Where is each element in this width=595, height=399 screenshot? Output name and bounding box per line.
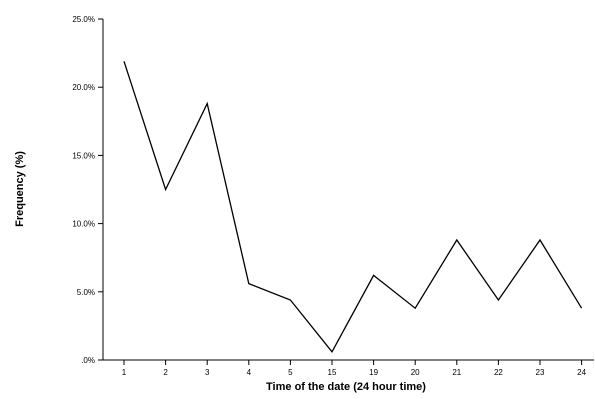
- x-tick-label: 19: [369, 368, 378, 377]
- x-tick-label: 20: [411, 368, 420, 377]
- y-tick-label: .0%: [81, 356, 95, 365]
- y-tick-label: 25.0%: [72, 15, 95, 24]
- y-tick-label: 5.0%: [77, 288, 95, 297]
- y-tick-label: 15.0%: [72, 151, 95, 160]
- x-axis-ticks: 1 2 3 4 5 15 19 20 21 22 23 24: [122, 360, 587, 377]
- x-tick-label: 1: [122, 368, 127, 377]
- x-tick-label: 23: [536, 368, 545, 377]
- x-tick-label: 3: [205, 368, 210, 377]
- y-axis-label: Frequency (%): [14, 151, 26, 227]
- x-tick-label: 5: [288, 368, 293, 377]
- series-line: [123, 61, 583, 353]
- x-tick-label: 4: [247, 368, 252, 377]
- x-tick-label: 2: [163, 368, 168, 377]
- x-tick-label: 24: [577, 368, 586, 377]
- y-axis-ticks: .0% 5.0% 10.0% 15.0% 20.0% 25.0%: [72, 15, 103, 365]
- y-tick-label: 10.0%: [72, 220, 95, 229]
- y-tick-label: 20.0%: [72, 83, 95, 92]
- x-tick-label: 21: [452, 368, 461, 377]
- x-tick-label: 15: [328, 368, 337, 377]
- x-axis-label: Time of the date (24 hour time): [266, 381, 426, 393]
- x-tick-label: 22: [494, 368, 503, 377]
